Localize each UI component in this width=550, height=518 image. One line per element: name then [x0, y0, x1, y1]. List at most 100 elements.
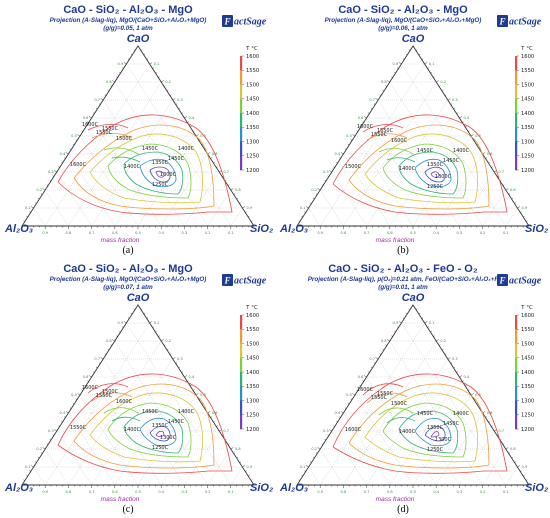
- isotherm-label: 1400C: [453, 148, 470, 154]
- tick-label-left: 0.4: [335, 411, 341, 415]
- isotherm-label: 1500C: [116, 136, 133, 142]
- isotherm-curve: [107, 143, 192, 199]
- tick-label-bottom: 0.6: [112, 490, 118, 494]
- isotherm-curve: [87, 124, 129, 131]
- colorbar-tick: 1450: [521, 356, 534, 362]
- colorbar-tick: 1600: [246, 313, 259, 319]
- isotherm-label: 1300C: [160, 435, 177, 441]
- isotherm-label: 1300C: [160, 172, 177, 178]
- isotherm-curve: [149, 166, 171, 183]
- vertex-al2o3: Al₂O₃: [279, 223, 308, 235]
- colorbar-segment: [515, 400, 518, 416]
- condition-text: (g/g)=0.07, 1 atm: [103, 284, 153, 291]
- isotherm-curve: [386, 157, 416, 163]
- svg-text:F: F: [223, 17, 230, 27]
- tick-label-left: 0.2: [311, 188, 317, 192]
- tick-label-left: 0.5: [346, 393, 352, 397]
- tick-label-bottom: 0.6: [387, 231, 393, 235]
- vertex-al2o3: Al₂O₃: [279, 482, 308, 494]
- tick-label-right: 0.4: [464, 375, 470, 379]
- isotherm-curve: [378, 148, 414, 155]
- tick-label-right: 0.9: [247, 206, 253, 210]
- isotherm-label: 1600C: [82, 122, 99, 128]
- system-title: CaO - SiO₂ - Al₂O₃ - MgO: [63, 4, 193, 16]
- tick-label-bottom: 0.9: [42, 231, 48, 235]
- tick-label-bottom: 0.1: [503, 231, 509, 235]
- isotherm-label: 1350C: [427, 425, 444, 431]
- colorbar-tick: 1350: [246, 125, 259, 131]
- colorbar-segment: [515, 155, 518, 171]
- isotherm-curve: [382, 402, 467, 458]
- projection-text: Projection (A-Slag-liq), MgO/(CaO+SiO₂+A…: [50, 276, 207, 283]
- logo-text: actSage: [509, 276, 542, 287]
- tick-label-right: 0.3: [452, 357, 458, 361]
- isotherm-label: 1550C: [96, 393, 113, 399]
- colorbar-unit: T °C: [245, 46, 258, 52]
- system-title: CaO - SiO₂ - Al₂O₃ - MgO: [338, 4, 468, 16]
- composition-grid: [308, 322, 518, 486]
- tick-label-right: 0.3: [452, 98, 458, 102]
- isotherm-curve: [430, 431, 440, 438]
- colorbar-segment: [515, 113, 518, 128]
- tick-label-bottom: 0.4: [433, 231, 439, 235]
- tick-label-left: 0.1: [25, 206, 31, 210]
- isotherm-curve: [89, 392, 204, 463]
- panel-caption: (c): [122, 504, 133, 515]
- colorbar-tick: 1400: [521, 370, 534, 376]
- isotherm-curve: [398, 151, 459, 195]
- tick-label-right: 0.1: [429, 62, 435, 66]
- tick-label-bottom: 0.2: [205, 231, 211, 235]
- tick-label-left: 0.8: [381, 339, 387, 343]
- vertex-al2o3: Al₂O₃: [4, 482, 33, 494]
- isotherm-label: 1400C: [453, 411, 470, 417]
- isotherm-label: 1550C: [96, 130, 113, 136]
- isotherm-label: 1400C: [124, 427, 141, 433]
- colorbar-segment: [240, 386, 243, 401]
- colorbar-segment: [240, 155, 243, 171]
- panel-c: CaO - SiO₂ - Al₂O₃ - MgO Projection (A-Sl…: [0, 259, 275, 518]
- colorbar-tick: 1250: [246, 413, 259, 419]
- isotherm-curve: [87, 383, 129, 394]
- tick-label-right: 0.4: [189, 116, 195, 120]
- colorbar-tick: 1300: [246, 398, 259, 404]
- colorbar-segment: [515, 386, 518, 401]
- colorbar-tick: 1350: [521, 384, 534, 390]
- tick-label-left: 0.5: [71, 393, 77, 397]
- tick-label-left: 0.1: [300, 206, 306, 210]
- isotherm-curve: [123, 410, 184, 454]
- panel-caption: (b): [397, 245, 409, 256]
- colorbar-segment: [515, 98, 518, 114]
- colorbar-tick: 1400: [246, 111, 259, 117]
- tick-label-left: 0.6: [358, 116, 364, 120]
- tick-label-left: 0.4: [335, 152, 341, 156]
- tick-label-bottom: 0.5: [410, 490, 416, 494]
- colorbar-tick: 1350: [521, 125, 534, 131]
- isotherm-curve: [424, 426, 446, 442]
- isotherm-label: 1600C: [357, 124, 374, 130]
- isotherm-curve: [139, 158, 177, 188]
- tick-label-bottom: 0.5: [410, 231, 416, 235]
- edge-ticks: [23, 308, 253, 488]
- tick-label-bottom: 0.8: [341, 490, 347, 494]
- tick-label-left: 0.7: [369, 357, 375, 361]
- isotherm-label: 1250C: [427, 447, 444, 453]
- composition-grid: [308, 63, 518, 227]
- colorbar-tick: 1400: [521, 111, 534, 117]
- tick-label-right: 0.1: [154, 62, 160, 66]
- tick-label-bottom: 0.5: [135, 490, 141, 494]
- temperature-colorbar: T °C 1600 1550 1500 1450 1400 1350 1300 1250 1200: [515, 46, 534, 174]
- tick-label-bottom: 0.2: [480, 231, 486, 235]
- tick-label-bottom: 0.3: [182, 231, 188, 235]
- vertex-sio2: SiO₂: [250, 482, 273, 494]
- colorbar-tick: 1550: [246, 327, 259, 333]
- condition-text: (g/g)=0.01, 1 atm: [378, 284, 428, 291]
- isotherm-label: 1350C: [152, 423, 169, 429]
- system-title: CaO - SiO₂ - Al₂O₃ - MgO: [63, 263, 193, 275]
- tick-label-left: 0.6: [83, 375, 89, 379]
- tick-label-left: 0.9: [393, 321, 399, 325]
- projection-text: Projection (A-Slag-liq), MgO/(CaO+SiO₂+A…: [325, 17, 482, 24]
- tick-label-left: 0.7: [94, 357, 100, 361]
- tick-label-right: 0.1: [429, 321, 435, 325]
